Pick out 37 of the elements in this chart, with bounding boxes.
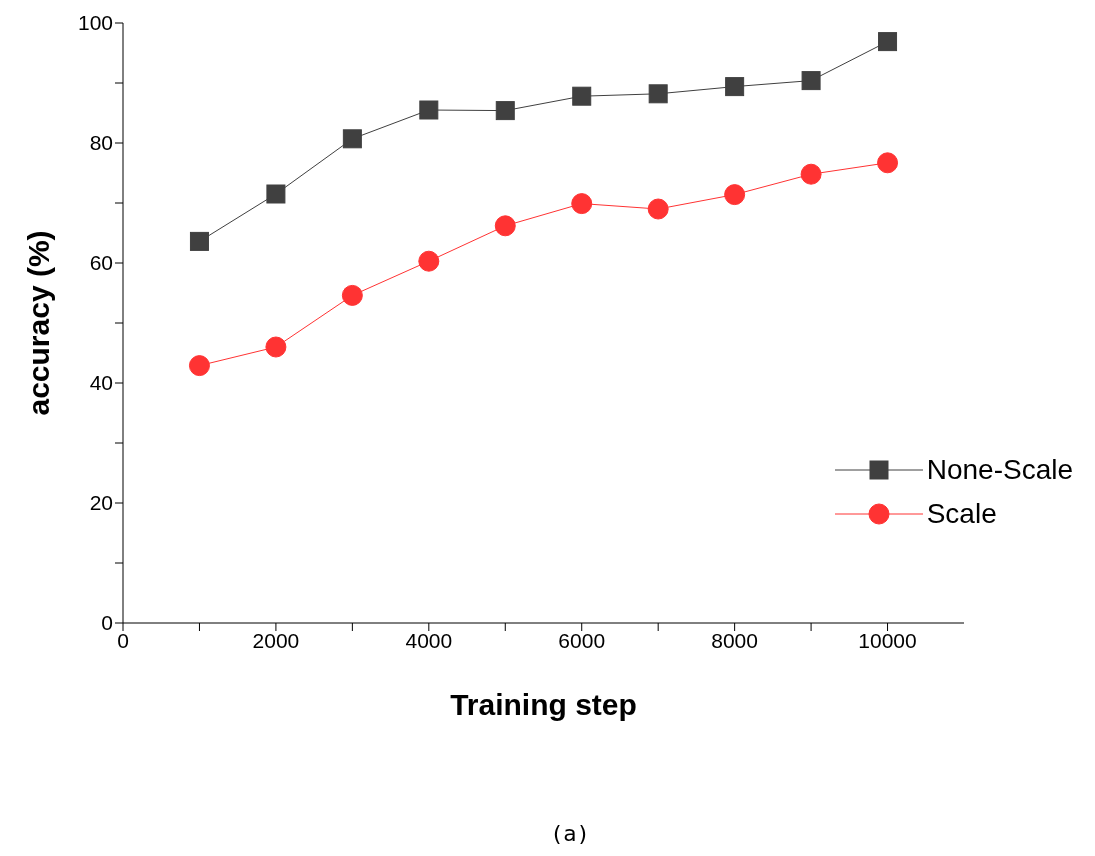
point bbox=[724, 184, 746, 206]
y-tick-label: 20 bbox=[89, 491, 113, 515]
point bbox=[801, 71, 821, 91]
point bbox=[725, 77, 745, 97]
point bbox=[188, 355, 210, 377]
y-tick-label: 40 bbox=[89, 371, 113, 395]
point bbox=[648, 84, 668, 104]
point bbox=[418, 250, 440, 272]
x-tick-label: 4000 bbox=[405, 628, 453, 652]
x-tick-label: 10000 bbox=[858, 628, 917, 652]
point bbox=[189, 231, 209, 251]
x-tick-label: 8000 bbox=[711, 628, 758, 652]
text: (a) bbox=[549, 821, 591, 846]
point bbox=[494, 215, 516, 237]
y-tick-label: 100 bbox=[77, 11, 113, 35]
point bbox=[647, 198, 669, 220]
y-axis-title: accuracy (%) bbox=[21, 230, 55, 416]
point bbox=[266, 184, 286, 204]
x-axis-title: Training step bbox=[450, 688, 637, 721]
y-tick-label: 80 bbox=[89, 131, 113, 155]
point bbox=[571, 193, 593, 215]
point bbox=[495, 101, 515, 121]
point bbox=[341, 284, 363, 306]
y-tick-label: 60 bbox=[89, 251, 113, 275]
point bbox=[265, 336, 287, 358]
point bbox=[572, 86, 592, 106]
point bbox=[877, 152, 899, 174]
y-tick-label: 0 bbox=[101, 611, 113, 635]
point bbox=[800, 163, 822, 185]
x-tick-label: 2000 bbox=[252, 628, 300, 652]
legend-label: Scale bbox=[926, 498, 997, 530]
point bbox=[878, 32, 898, 52]
legend-label: None-Scale bbox=[926, 454, 1073, 486]
x-tick-label: 6000 bbox=[558, 628, 606, 652]
point bbox=[342, 129, 362, 149]
point bbox=[419, 100, 439, 120]
x-tick-label: 0 bbox=[117, 628, 129, 652]
